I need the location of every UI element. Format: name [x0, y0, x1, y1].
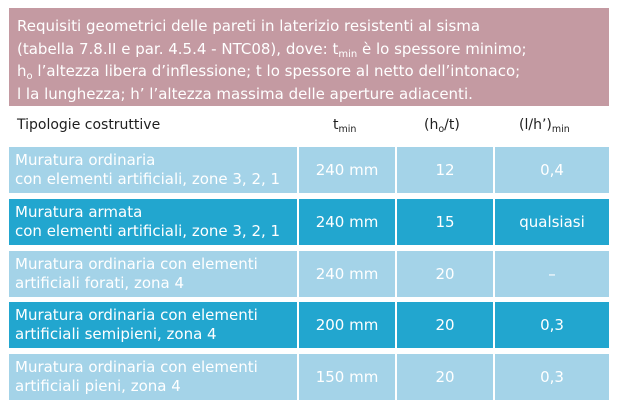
caption-line-1: Requisiti geometrici delle pareti in lat… [17, 17, 481, 35]
caption-line-3: ho l’altezza libera d’inflessione; t lo … [17, 62, 521, 82]
row-type-cell: Muratura ordinaria con elementi artifici… [9, 147, 297, 193]
row-l-h-cell: 0,4 [495, 147, 609, 193]
row-l-h-cell: 0,3 [495, 354, 609, 400]
row-l-h-cell: 0,3 [495, 302, 609, 348]
table-row: Muratura ordinaria con elementi artifici… [9, 302, 609, 348]
table-caption: Requisiti geometrici delle pareti in lat… [9, 8, 609, 106]
row-tmin-cell: 240 mm [299, 199, 395, 245]
row-tmin-cell: 200 mm [299, 302, 395, 348]
row-type-cell: Muratura ordinaria con elementi artifici… [9, 251, 297, 297]
row-l-h-cell: – [495, 251, 609, 297]
table-row: Muratura ordinaria con elementi artifici… [9, 251, 609, 297]
row-type-cell: Muratura armata con elementi artificiali… [9, 199, 297, 245]
caption-line-2: (tabella 7.8.II e par. 4.5.4 - NTC08), d… [17, 39, 527, 60]
row-ho-t-cell: 15 [397, 199, 493, 245]
table-row: Muratura armata con elementi artificiali… [9, 199, 609, 245]
caption-line-4: l la lunghezza; h’ l’altezza massima del… [17, 84, 473, 103]
header-ho-t: (ho/t) [424, 117, 460, 135]
row-ho-t-cell: 20 [397, 354, 493, 400]
row-type-cell: Muratura ordinaria con elementi artifici… [9, 354, 297, 400]
row-ho-t-cell: 20 [397, 251, 493, 297]
row-tmin-cell: 240 mm [299, 251, 395, 297]
row-type-cell: Muratura ordinaria con elementi artifici… [9, 302, 297, 348]
row-ho-t-cell: 20 [397, 302, 493, 348]
header-tipologie: Tipologie costruttive [17, 117, 161, 133]
table-row: Muratura ordinaria con elementi artifici… [9, 354, 609, 400]
table-header: Tipologie costruttive tmin (ho/t) (l/h’)… [9, 108, 609, 142]
header-l-h: (l/h’)min [519, 117, 570, 135]
row-tmin-cell: 150 mm [299, 354, 395, 400]
table-row: Muratura ordinaria con elementi artifici… [9, 147, 609, 193]
row-ho-t-cell: 12 [397, 147, 493, 193]
row-l-h-cell: qualsiasi [495, 199, 609, 245]
row-tmin-cell: 240 mm [299, 147, 395, 193]
header-tmin: tmin [333, 117, 357, 135]
